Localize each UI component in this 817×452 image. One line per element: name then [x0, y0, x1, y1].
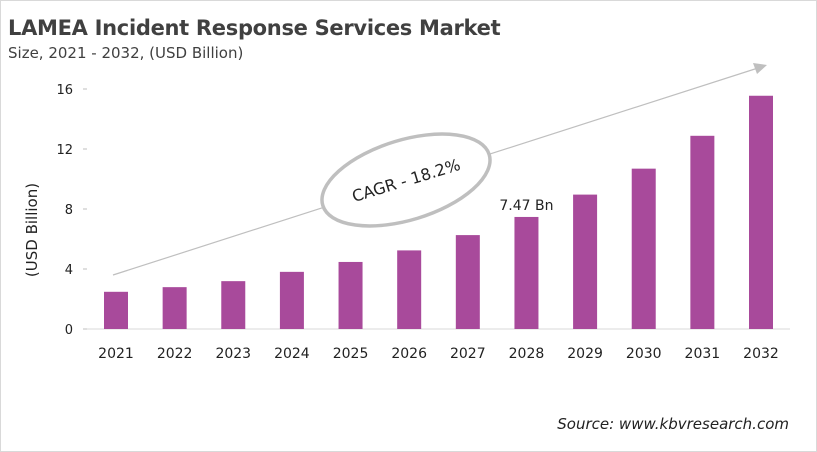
bar-2031	[690, 135, 715, 329]
bar-2022	[162, 287, 187, 329]
data-label-2028: 7.47 Bn	[499, 198, 553, 214]
x-tick-label: 2021	[98, 346, 134, 362]
x-tick-label: 2028	[509, 346, 545, 362]
bar-2024	[279, 271, 304, 329]
bar-2029	[573, 194, 598, 329]
chart-title: LAMEA Incident Response Services Market	[8, 16, 501, 40]
x-tick-label: 2030	[626, 346, 662, 362]
x-tick-label: 2024	[274, 346, 310, 362]
x-tick-label: 2026	[391, 346, 427, 362]
trend-arrow-head	[753, 63, 767, 74]
x-tick-label: 2029	[567, 346, 603, 362]
y-tick-label: 4	[65, 263, 73, 278]
bar-2032	[749, 95, 773, 329]
y-tick-label: 16	[56, 83, 73, 98]
bar-2030	[631, 168, 656, 329]
chart-subtitle: Size, 2021 - 2032, (USD Billion)	[8, 44, 244, 62]
source-note: Source: www.kbvresearch.com	[557, 415, 789, 433]
y-tick-label: 12	[56, 143, 73, 158]
y-tick-label: 8	[65, 203, 73, 218]
x-tick-label: 2022	[157, 346, 193, 362]
bar-2027	[455, 235, 480, 329]
bar-2026	[397, 250, 422, 329]
x-tick-label: 2031	[685, 346, 721, 362]
x-tick-label: 2023	[215, 346, 251, 362]
x-tick-label: 2025	[333, 346, 369, 362]
y-axis-label: (USD Billion)	[23, 183, 41, 277]
y-tick-label: 0	[65, 323, 73, 338]
bar-2021	[104, 291, 128, 329]
cagr-ellipse	[320, 132, 492, 228]
bar-2025	[338, 261, 363, 329]
x-tick-label: 2032	[743, 346, 779, 362]
bar-2028	[514, 216, 539, 329]
bar-2023	[221, 281, 246, 329]
x-tick-label: 2027	[450, 346, 486, 362]
